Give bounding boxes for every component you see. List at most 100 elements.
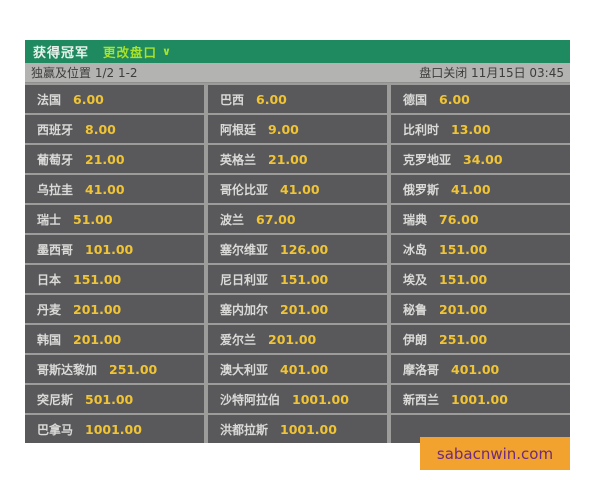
odds-cell[interactable]: 突尼斯 501.00 <box>25 385 204 413</box>
team-name: 哥伦比亚 <box>220 182 269 197</box>
odds-value: 251.00 <box>439 331 488 347</box>
odds-cell[interactable]: 哥斯达黎加 251.00 <box>25 355 204 383</box>
odds-cell[interactable]: 丹麦 201.00 <box>25 295 204 323</box>
team-name: 巴拿马 <box>37 422 74 437</box>
team-name: 韩国 <box>37 332 62 347</box>
team-name: 波兰 <box>220 212 245 227</box>
odds-value: 41.00 <box>451 181 491 197</box>
odds-cell[interactable]: 冰岛 151.00 <box>391 235 570 263</box>
team-name: 尼日利亚 <box>220 272 269 287</box>
chevron-down-icon: ∨ <box>162 45 172 58</box>
odds-cell[interactable]: 尼日利亚 151.00 <box>208 265 387 293</box>
team-name: 乌拉圭 <box>37 182 74 197</box>
odds-cell[interactable]: 秘鲁 201.00 <box>391 295 570 323</box>
odds-cell[interactable]: 德国 6.00 <box>391 85 570 113</box>
odds-value: 201.00 <box>73 331 122 347</box>
odds-cell[interactable]: 瑞士 51.00 <box>25 205 204 233</box>
team-name: 塞内加尔 <box>220 302 269 317</box>
odds-value: 201.00 <box>280 301 329 317</box>
team-name: 法国 <box>37 92 62 107</box>
odds-value: 251.00 <box>109 361 158 377</box>
change-market-button[interactable]: 更改盘口 ∨ <box>103 42 172 61</box>
odds-value: 201.00 <box>73 301 122 317</box>
watermark-banner: sabacnwin.com <box>420 437 570 470</box>
odds-value: 126.00 <box>280 241 329 257</box>
market-type-label: 独赢及位置 1/2 1-2 <box>31 66 138 80</box>
odds-value: 9.00 <box>268 121 299 137</box>
team-name: 阿根廷 <box>220 122 257 137</box>
team-name: 比利时 <box>403 122 440 137</box>
odds-value: 6.00 <box>73 91 104 107</box>
odds-cell[interactable]: 埃及 151.00 <box>391 265 570 293</box>
odds-cell[interactable]: 乌拉圭 41.00 <box>25 175 204 203</box>
team-name: 埃及 <box>403 272 428 287</box>
odds-value: 1001.00 <box>451 391 508 407</box>
team-name: 瑞士 <box>37 212 62 227</box>
odds-cell[interactable]: 洪都拉斯 1001.00 <box>208 415 387 443</box>
odds-value: 401.00 <box>451 361 500 377</box>
team-name: 爱尔兰 <box>220 332 257 347</box>
odds-value: 21.00 <box>85 151 125 167</box>
team-name: 澳大利亚 <box>220 362 269 377</box>
odds-cell[interactable]: 日本 151.00 <box>25 265 204 293</box>
odds-value: 76.00 <box>439 211 479 227</box>
odds-value: 151.00 <box>439 241 488 257</box>
market-subheader: 独赢及位置 1/2 1-2 盘口关闭 11月15日 03:45 <box>25 63 570 83</box>
team-name: 丹麦 <box>37 302 62 317</box>
team-name: 沙特阿拉伯 <box>220 392 281 407</box>
odds-value: 8.00 <box>85 121 116 137</box>
team-name: 德国 <box>403 92 428 107</box>
odds-value: 151.00 <box>280 271 329 287</box>
team-name: 塞尔维亚 <box>220 242 269 257</box>
odds-cell[interactable]: 法国 6.00 <box>25 85 204 113</box>
odds-cell[interactable]: 爱尔兰 201.00 <box>208 325 387 353</box>
team-name: 洪都拉斯 <box>220 422 269 437</box>
team-name: 新西兰 <box>403 392 440 407</box>
team-name: 葡萄牙 <box>37 152 74 167</box>
team-name: 墨西哥 <box>37 242 74 257</box>
market-header: 获得冠军 更改盘口 ∨ <box>25 40 570 63</box>
odds-cell[interactable]: 伊朗 251.00 <box>391 325 570 353</box>
odds-cell[interactable]: 韩国 201.00 <box>25 325 204 353</box>
odds-value: 501.00 <box>85 391 134 407</box>
odds-value: 401.00 <box>280 361 329 377</box>
odds-cell[interactable]: 塞尔维亚 126.00 <box>208 235 387 263</box>
odds-cell[interactable]: 摩洛哥 401.00 <box>391 355 570 383</box>
odds-cell[interactable]: 克罗地亚 34.00 <box>391 145 570 173</box>
market-close-time: 盘口关闭 11月15日 03:45 <box>419 66 564 80</box>
odds-grid: 法国 6.00 巴西 6.00 德国 6.00 西班牙 8.00 阿根廷 9.00 比利时 13.00… <box>25 83 570 443</box>
odds-value: 201.00 <box>439 301 488 317</box>
odds-cell[interactable]: 沙特阿拉伯 1001.00 <box>208 385 387 413</box>
change-market-label: 更改盘口 <box>103 45 158 60</box>
odds-value: 1001.00 <box>85 421 142 437</box>
odds-cell[interactable]: 巴拿马 1001.00 <box>25 415 204 443</box>
team-name: 瑞典 <box>403 212 428 227</box>
team-name: 英格兰 <box>220 152 257 167</box>
odds-cell[interactable]: 巴西 6.00 <box>208 85 387 113</box>
odds-value: 1001.00 <box>292 391 349 407</box>
odds-cell[interactable]: 英格兰 21.00 <box>208 145 387 173</box>
odds-cell[interactable]: 葡萄牙 21.00 <box>25 145 204 173</box>
odds-cell[interactable]: 塞内加尔 201.00 <box>208 295 387 323</box>
team-name: 克罗地亚 <box>403 152 452 167</box>
odds-cell[interactable]: 俄罗斯 41.00 <box>391 175 570 203</box>
betting-panel: 获得冠军 更改盘口 ∨ 独赢及位置 1/2 1-2 盘口关闭 11月15日 03… <box>25 40 570 443</box>
odds-value: 41.00 <box>85 181 125 197</box>
team-name: 冰岛 <box>403 242 428 257</box>
market-title: 获得冠军 <box>33 46 90 61</box>
team-name: 巴西 <box>220 92 245 107</box>
odds-cell[interactable]: 西班牙 8.00 <box>25 115 204 143</box>
odds-cell[interactable]: 墨西哥 101.00 <box>25 235 204 263</box>
odds-cell[interactable]: 澳大利亚 401.00 <box>208 355 387 383</box>
odds-cell[interactable]: 波兰 67.00 <box>208 205 387 233</box>
odds-cell[interactable]: 哥伦比亚 41.00 <box>208 175 387 203</box>
team-name: 秘鲁 <box>403 302 428 317</box>
team-name: 突尼斯 <box>37 392 74 407</box>
odds-value: 13.00 <box>451 121 491 137</box>
odds-value: 51.00 <box>73 211 113 227</box>
odds-cell[interactable]: 比利时 13.00 <box>391 115 570 143</box>
team-name: 摩洛哥 <box>403 362 440 377</box>
odds-cell[interactable]: 阿根廷 9.00 <box>208 115 387 143</box>
odds-cell[interactable]: 新西兰 1001.00 <box>391 385 570 413</box>
odds-cell[interactable]: 瑞典 76.00 <box>391 205 570 233</box>
